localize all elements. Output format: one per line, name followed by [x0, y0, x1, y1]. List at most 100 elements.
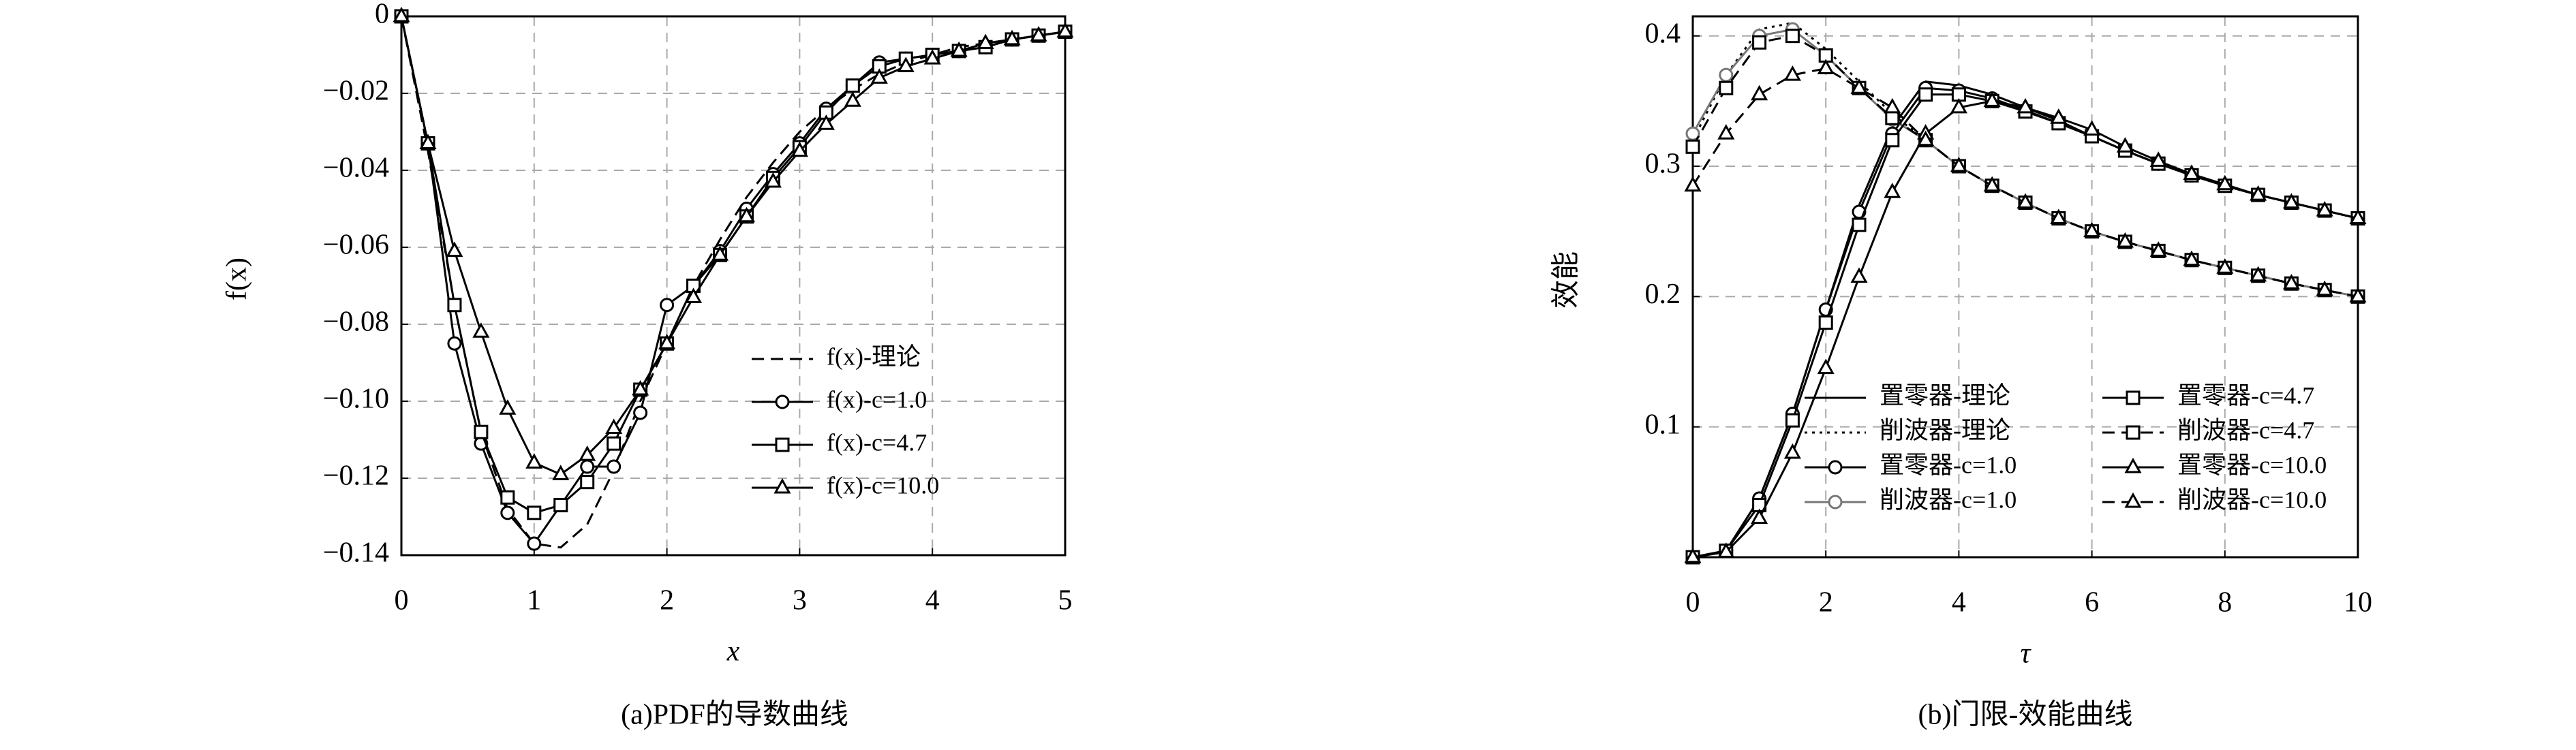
marker — [1717, 542, 1735, 558]
marker — [1885, 110, 1900, 125]
marker — [1751, 508, 1768, 525]
marker — [2116, 137, 2134, 153]
marker — [844, 91, 861, 107]
x-tick-label: 2 — [1819, 587, 1833, 619]
marker — [870, 68, 888, 84]
plot-frame — [400, 15, 1067, 557]
marker — [1003, 29, 1021, 46]
marker — [1684, 547, 1702, 563]
marker — [660, 298, 675, 313]
marker — [1850, 78, 1868, 94]
marker — [1852, 217, 1867, 232]
series-line — [400, 16, 1066, 546]
legend-marker — [1828, 460, 1843, 475]
legend-label: 置零器-理论 — [1880, 381, 2010, 409]
marker — [2083, 221, 2101, 238]
marker — [2050, 108, 2068, 124]
marker — [472, 322, 490, 338]
legend-label: 削波器-理论 — [1880, 416, 2010, 443]
y-tick-label: 0.2 — [1645, 279, 1681, 310]
marker — [1818, 315, 1833, 330]
marker — [2349, 208, 2367, 225]
caption: (a)PDF的导数曲线 — [621, 700, 848, 731]
legend-marker — [2124, 492, 2142, 508]
chart: 0−0.02−0.04−0.06−0.08−0.10−0.12−0.140 1 2 3… — [221, 0, 1074, 731]
y-tick-label: −0.10 — [323, 384, 389, 415]
x-axis-label: x — [726, 636, 740, 668]
marker — [500, 490, 515, 505]
marker — [525, 453, 543, 469]
series-line — [1691, 21, 2359, 298]
y-tick-label: −0.06 — [323, 230, 389, 261]
marker — [2316, 200, 2333, 217]
marker — [711, 245, 729, 261]
marker — [1684, 176, 1702, 192]
marker — [2250, 266, 2267, 282]
marker — [950, 41, 968, 57]
y-tick-label: −0.12 — [323, 460, 389, 492]
y-tick-label: −0.08 — [323, 307, 389, 338]
marker — [552, 465, 570, 480]
marker — [1917, 130, 1935, 146]
marker — [607, 459, 622, 474]
marker — [527, 536, 542, 551]
x-tick-label: 4 — [1952, 587, 1966, 619]
marker — [1850, 267, 1868, 283]
marker — [1983, 91, 2001, 107]
marker — [1817, 59, 1835, 75]
marker — [1783, 443, 1801, 459]
marker — [1885, 133, 1900, 148]
marker — [1785, 29, 1800, 44]
marker — [447, 336, 462, 351]
marker — [447, 298, 462, 313]
marker — [1950, 97, 1967, 114]
marker — [1719, 67, 1734, 82]
legend-marker — [2126, 390, 2141, 405]
legend-label: 削波器-c=1.0 — [1880, 486, 2017, 513]
marker — [1752, 35, 1767, 50]
legend-label: f(x)-理论 — [827, 343, 921, 370]
marker — [500, 505, 515, 520]
marker — [446, 241, 463, 257]
marker — [923, 49, 941, 65]
marker — [2216, 174, 2234, 191]
marker — [845, 78, 860, 93]
marker — [1056, 22, 1074, 38]
marker — [1751, 84, 1768, 101]
series-line — [400, 16, 1066, 549]
y-axis-label: 效能 — [1551, 251, 1582, 309]
marker — [580, 459, 595, 474]
marker — [685, 287, 703, 303]
y-tick-label: 0.1 — [1645, 409, 1681, 440]
x-tick-label: 2 — [660, 585, 674, 616]
marker — [580, 475, 595, 490]
marker — [2183, 250, 2201, 266]
legend-marker — [775, 394, 790, 409]
x-tick-label: 8 — [2218, 587, 2232, 619]
marker — [2116, 232, 2134, 248]
marker — [2282, 193, 2300, 209]
marker — [1817, 358, 1835, 375]
x-tick-label: 4 — [925, 585, 940, 616]
legend-label: 削波器-c=10.0 — [2177, 486, 2327, 513]
marker — [1884, 97, 1901, 114]
marker — [1950, 156, 1967, 172]
marker — [419, 134, 437, 149]
marker — [2149, 241, 2167, 257]
marker — [897, 57, 915, 72]
legend-label: f(x)-c=10.0 — [827, 471, 939, 499]
x-tick-label: 0 — [1686, 587, 1700, 619]
marker — [605, 418, 623, 435]
marker — [474, 424, 489, 439]
chart: 0.1 0.2 0.3 0.4 0 2 4 6 8 10 置零器-理论削波器-理论置零器-c=1.0… — [1551, 15, 2372, 731]
y-tick-label: 0.3 — [1645, 149, 1681, 180]
marker — [633, 405, 648, 420]
marker — [527, 505, 542, 520]
legend-label: 削波器-c=4.7 — [2177, 416, 2314, 443]
marker — [499, 399, 517, 415]
marker — [1783, 65, 1801, 81]
marker — [2017, 97, 2034, 114]
legend-marker — [775, 437, 790, 452]
